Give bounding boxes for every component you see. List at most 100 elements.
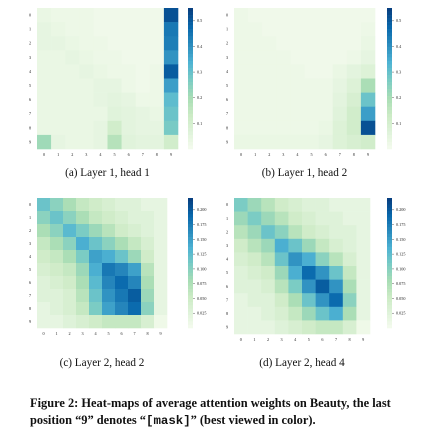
heatmap-cell (50, 211, 64, 225)
x-tick-label: 2 (267, 337, 269, 342)
colorbar-segment (188, 282, 193, 287)
colorbar-segment (188, 127, 193, 132)
heatmap-cell (329, 266, 344, 280)
y-tick-label: 5 (29, 267, 31, 272)
heatmap-cell (63, 211, 77, 225)
heatmap-cell (79, 92, 94, 107)
colorbar-segment (188, 11, 193, 16)
heatmap-cell (332, 78, 348, 93)
heatmap-cell (121, 64, 136, 79)
heatmap-cell (342, 320, 357, 335)
colorbar-segment (387, 256, 392, 261)
colorbar-segment (387, 279, 392, 283)
colorbar-segment (387, 106, 392, 111)
heatmap-cell (135, 92, 151, 107)
heatmap-cell (107, 106, 122, 122)
heatmap-cell (128, 211, 142, 225)
heatmap-cell (163, 22, 179, 37)
heatmap-cell (276, 50, 291, 65)
heatmap-cell (318, 8, 333, 23)
heatmap-cell (234, 225, 248, 240)
heatmap-cell (135, 120, 151, 136)
heatmap-cell (302, 225, 316, 240)
heatmap-cell (65, 92, 80, 107)
x-tick-label: 2 (68, 331, 70, 336)
colorbar-segment (387, 117, 392, 122)
heatmap-cell (302, 252, 316, 267)
x-tick-label: 9 (367, 152, 369, 157)
heatmap-cell (248, 8, 263, 23)
heatmap-cell (315, 279, 330, 294)
colorbar-segment (188, 233, 193, 238)
x-tick-label: 7 (339, 152, 341, 157)
heatmap-cell (234, 320, 248, 335)
heatmap-cell (247, 279, 262, 294)
heatmap-cell (141, 276, 155, 290)
heatmap-cell (154, 289, 168, 303)
colorbar-segment (387, 214, 392, 218)
heatmap-cell (360, 106, 376, 122)
heatmap-cell (154, 211, 168, 225)
heatmap-cell (332, 22, 348, 37)
heatmap-cell (102, 263, 116, 277)
heatmap-cell (115, 315, 129, 329)
colorbar-segment (188, 78, 193, 83)
heatmap-cell (76, 211, 90, 225)
heatmap-cell (234, 293, 248, 308)
colorbar-segment (188, 318, 193, 322)
heatmap-cell (248, 50, 263, 65)
heatmap-cell (63, 198, 77, 212)
y-tick-label: 6 (29, 97, 31, 102)
y-tick-label: 9 (29, 319, 31, 324)
heatmap-cell (274, 293, 289, 308)
colorbar-segment (387, 321, 392, 326)
colorbar-segment (188, 106, 193, 111)
y-tick-label: 0 (29, 202, 31, 207)
heatmap-cell (141, 237, 155, 251)
heatmap-cell (248, 92, 263, 107)
heatmap-cell (37, 276, 51, 290)
colorbar-segment (387, 263, 392, 267)
heatmap-cell (154, 198, 168, 212)
heatmap-cell (247, 225, 262, 240)
heatmap-cell (302, 306, 316, 321)
heatmap-cell (37, 78, 52, 93)
heatmap-cell (65, 120, 80, 136)
heatmap-cell (318, 106, 333, 122)
heatmap-cell (262, 134, 277, 150)
heatmap-cell (107, 78, 122, 93)
heatmap-cell (346, 78, 362, 93)
colorbar-segment (387, 92, 392, 97)
heatmap-cell (274, 238, 289, 253)
heatmap-cell (51, 120, 66, 136)
colorbar-segment (387, 124, 392, 129)
colorbar-segment (387, 67, 392, 72)
colorbar-segment (387, 269, 392, 274)
y-tick-label: 5 (226, 83, 228, 88)
heatmap-cell (76, 237, 90, 251)
heatmap-cell (102, 224, 116, 238)
y-tick-label: 3 (226, 243, 228, 248)
heatmap-cell (360, 78, 376, 93)
colorbar-segment (387, 141, 392, 146)
colorbar-segment (188, 8, 193, 12)
x-tick-label: 0 (42, 331, 44, 336)
colorbar-segment (188, 103, 193, 107)
heatmap-cell (149, 78, 165, 93)
y-tick-label: 4 (226, 257, 229, 262)
colorbar-segment (188, 82, 193, 86)
colorbar-tick-label: 0.025 (197, 311, 206, 316)
heatmap-cell (89, 198, 103, 212)
heatmap-cell (356, 238, 371, 253)
heatmap-cell (163, 50, 179, 65)
colorbar-segment (387, 74, 392, 79)
x-tick-label: 2 (268, 152, 270, 157)
heatmap-cell (163, 36, 179, 51)
heatmap-cell (247, 266, 262, 280)
heatmap-cell (290, 8, 305, 23)
heatmap-cell (262, 92, 277, 107)
heatmap-cell (315, 225, 330, 240)
y-tick-label: 8 (226, 311, 228, 316)
y-tick-label: 0 (226, 12, 228, 17)
heatmap-cell (135, 50, 151, 65)
